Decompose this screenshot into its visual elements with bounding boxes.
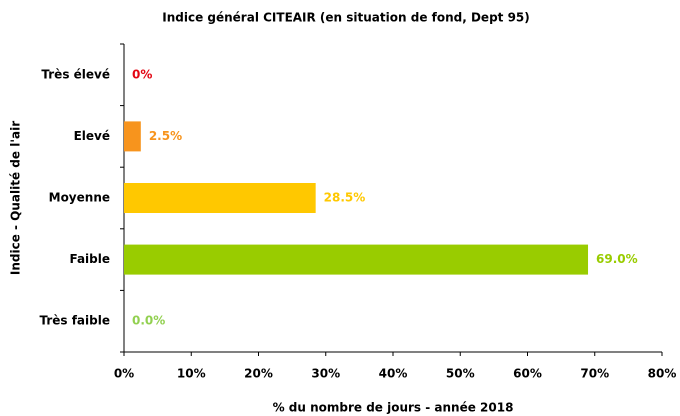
y-tick-label: Très élevé: [41, 67, 110, 81]
x-tick-label: 0%: [114, 367, 134, 381]
bar: [124, 183, 316, 213]
x-tick-label: 40%: [379, 367, 408, 381]
y-tick-label: Elevé: [74, 129, 110, 143]
y-tick-label: Faible: [69, 252, 110, 266]
bar: [124, 244, 589, 275]
data-label: 0.0%: [132, 314, 165, 328]
x-tick-label: 70%: [580, 367, 609, 381]
x-tick-label: 60%: [513, 367, 542, 381]
data-label: 2.5%: [149, 129, 182, 143]
x-axis-label: % du nombre de jours - année 2018: [273, 401, 514, 415]
x-tick-label: 50%: [446, 367, 475, 381]
data-label: 28.5%: [324, 191, 366, 205]
chart-title: Indice général CITEAIR (en situation de …: [162, 11, 530, 25]
y-tick-label: Très faible: [39, 314, 110, 328]
y-axis-label: Indice - Qualité de l'air: [9, 121, 23, 275]
x-tick-label: 80%: [648, 367, 677, 381]
y-tick-label: Moyenne: [49, 191, 110, 205]
x-tick-label: 30%: [311, 367, 340, 381]
x-tick-label: 10%: [177, 367, 206, 381]
bar: [124, 121, 141, 152]
x-tick-label: 20%: [244, 367, 273, 381]
data-label: 69.0%: [596, 252, 638, 266]
data-label: 0%: [132, 67, 152, 81]
